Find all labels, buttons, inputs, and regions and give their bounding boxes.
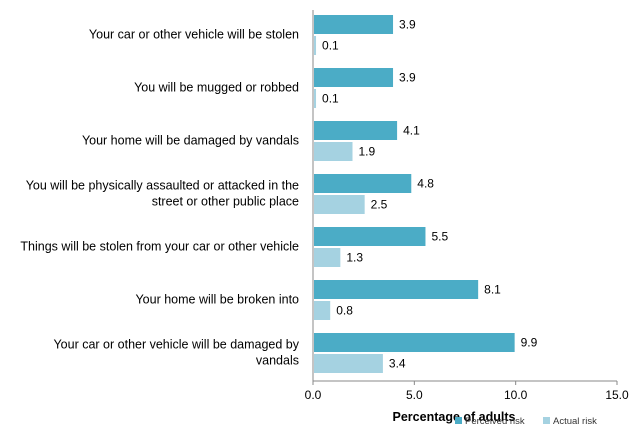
x-tick-label-2: 10.0 [504, 388, 528, 402]
legend: Perceived risk Actual risk [455, 416, 597, 427]
bar-perceived-6 [314, 333, 515, 352]
legend-label-actual: Actual risk [553, 416, 597, 427]
category-label-2: Your home will be damaged by vandals [82, 134, 299, 148]
bar-actual-1 [314, 89, 317, 108]
bar-perceived-0 [314, 15, 394, 34]
category-label-6: Your car or other vehicle will be damage… [53, 338, 299, 368]
bar-perceived-3 [314, 174, 412, 193]
value-labels-group: 3.9 0.1 3.9 0.1 4.1 1.9 4.8 2.5 5.5 1.3 8.1 0.8 9.9 3… [322, 18, 538, 371]
bar-perceived-5 [314, 280, 479, 299]
value-label-perceived-3: 4.8 [417, 177, 434, 191]
x-ticks-group: 0.0 5.0 10.0 15.0 [305, 381, 629, 402]
value-label-perceived-0: 3.9 [399, 18, 416, 32]
x-tick-label-0: 0.0 [305, 388, 322, 402]
category-label-1: You will be mugged or robbed [134, 81, 299, 95]
category-labels-group: Your car or other vehicle will be stolen… [20, 28, 299, 368]
x-tick-label-3: 15.0 [605, 388, 629, 402]
value-label-perceived-1: 3.9 [399, 71, 416, 85]
value-label-actual-4: 1.3 [346, 251, 363, 265]
x-axis-title: Percentage of adults [393, 410, 516, 424]
bar-actual-0 [314, 36, 317, 55]
bar-actual-3 [314, 195, 365, 214]
category-label-4: Things will be stolen from your car or o… [20, 240, 299, 254]
bar-perceived-4 [314, 227, 426, 246]
bar-actual-2 [314, 142, 353, 161]
value-label-perceived-5: 8.1 [484, 283, 501, 297]
value-label-actual-2: 1.9 [359, 145, 376, 159]
value-label-actual-3: 2.5 [371, 198, 388, 212]
legend-swatch-perceived [455, 417, 462, 424]
bar-actual-6 [314, 354, 383, 373]
bar-perceived-2 [314, 121, 398, 140]
category-label-0: Your car or other vehicle will be stolen [89, 28, 299, 42]
value-label-perceived-4: 5.5 [431, 230, 448, 244]
category-label-5: Your home will be broken into [135, 293, 299, 307]
value-label-perceived-2: 4.1 [403, 124, 420, 138]
bar-actual-5 [314, 301, 331, 320]
x-tick-label-1: 5.0 [406, 388, 423, 402]
legend-swatch-actual [543, 417, 550, 424]
category-label-3: You will be physically assaulted or atta… [26, 179, 299, 209]
legend-label-perceived: Perceived risk [465, 416, 525, 427]
bars-group [314, 15, 515, 373]
value-label-actual-0: 0.1 [322, 39, 339, 53]
bar-perceived-1 [314, 68, 394, 87]
value-label-actual-5: 0.8 [336, 304, 353, 318]
value-label-actual-1: 0.1 [322, 92, 339, 106]
value-label-actual-6: 3.4 [389, 357, 406, 371]
bar-actual-4 [314, 248, 341, 267]
value-label-perceived-6: 9.9 [521, 336, 538, 350]
